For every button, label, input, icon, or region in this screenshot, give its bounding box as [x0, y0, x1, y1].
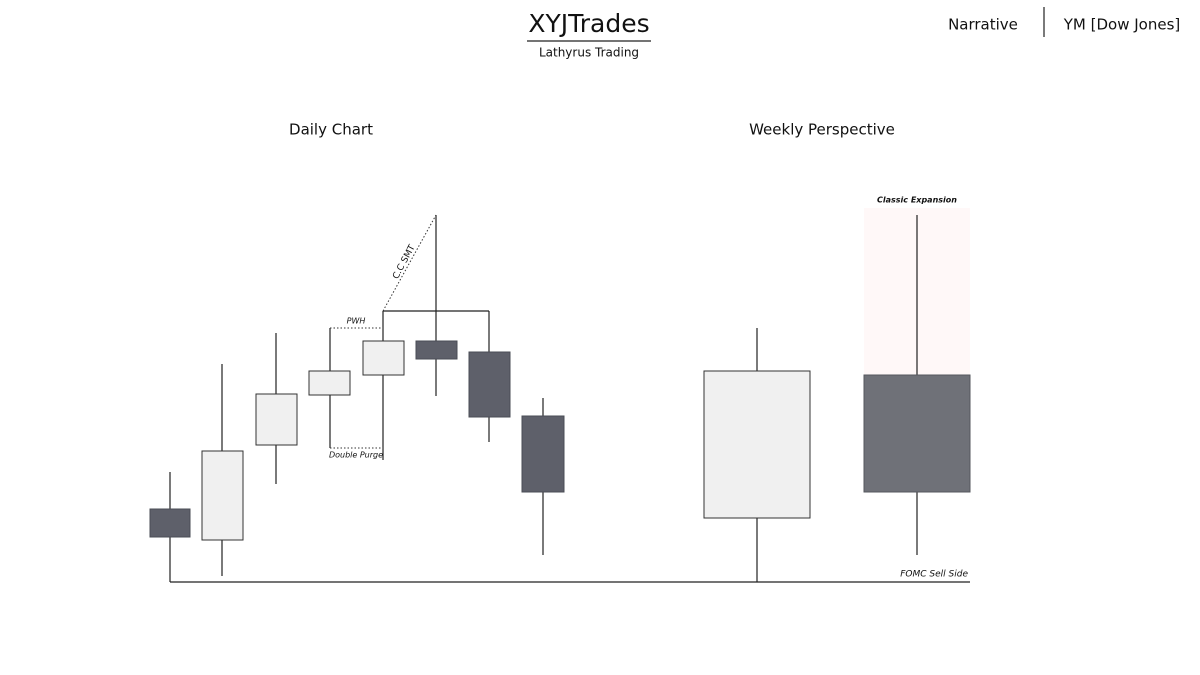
smt-line: [382, 214, 437, 312]
annotation: Double Purge: [329, 451, 383, 460]
candle-body: [415, 340, 458, 360]
candle-body: [521, 415, 565, 493]
nav-link[interactable]: Narrative: [948, 16, 1018, 34]
candle-body: [703, 370, 811, 519]
annotation: FOMC Sell Side: [900, 570, 968, 580]
panel-title: Weekly Perspective: [749, 121, 895, 139]
candle-body: [308, 370, 351, 396]
daily-candles: [149, 215, 565, 582]
candle-body: [149, 508, 191, 538]
candle-body: [468, 351, 511, 418]
site-subtitle: Lathyrus Trading: [539, 46, 639, 60]
candle-body: [863, 374, 971, 493]
site-title[interactable]: XYJTrades: [528, 9, 649, 38]
panel-title: Daily Chart: [289, 121, 373, 139]
candle-body: [255, 393, 298, 446]
annotation: PWH: [347, 317, 366, 326]
annotation: Classic Expansion: [877, 196, 957, 205]
candle-body: [362, 340, 405, 376]
annotation: C.C SMT: [391, 243, 418, 281]
nav-link[interactable]: YM [Dow Jones]: [1063, 16, 1181, 34]
candle-body: [201, 450, 244, 541]
